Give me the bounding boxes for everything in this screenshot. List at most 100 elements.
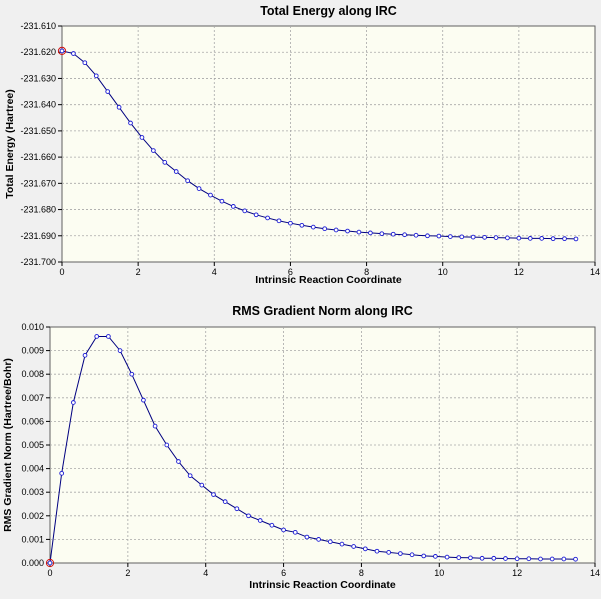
x-tick-label: 10 bbox=[438, 267, 448, 277]
data-point bbox=[196, 186, 202, 191]
y-tick-label: 0.004 bbox=[21, 464, 44, 474]
chart-title: RMS Gradient Norm along IRC bbox=[232, 304, 413, 318]
data-point bbox=[187, 473, 193, 479]
data-point bbox=[219, 198, 225, 204]
data-point bbox=[185, 178, 190, 184]
y-tick-label: 0.008 bbox=[21, 369, 44, 379]
data-point bbox=[398, 551, 403, 556]
data-point bbox=[199, 482, 205, 488]
data-point bbox=[425, 233, 430, 239]
data-point bbox=[164, 442, 170, 448]
data-point bbox=[539, 236, 545, 241]
data-point bbox=[368, 230, 373, 236]
x-tick-label: 4 bbox=[203, 568, 208, 578]
data-point bbox=[345, 228, 350, 234]
y-tick-label: 0.000 bbox=[21, 558, 44, 568]
data-point bbox=[141, 397, 146, 403]
data-point bbox=[59, 470, 65, 476]
data-point bbox=[456, 555, 462, 560]
data-point bbox=[491, 555, 497, 561]
data-point bbox=[421, 553, 427, 559]
data-point bbox=[59, 48, 65, 54]
x-tick-label: 8 bbox=[359, 568, 364, 578]
data-point bbox=[573, 556, 578, 562]
data-point bbox=[310, 224, 316, 230]
data-point bbox=[527, 236, 533, 241]
data-point bbox=[82, 60, 88, 66]
y-tick-label: -231.620 bbox=[20, 47, 56, 57]
y-tick-label: 0.002 bbox=[21, 511, 44, 521]
data-point bbox=[162, 160, 168, 165]
x-axis-label: Intrinsic Reaction Coordinate bbox=[255, 274, 402, 286]
selected-point-marker bbox=[45, 558, 55, 568]
data-point bbox=[433, 554, 438, 559]
data-point bbox=[493, 235, 499, 240]
data-point bbox=[246, 513, 251, 519]
data-point bbox=[222, 499, 228, 504]
data-point bbox=[139, 135, 145, 140]
data-point bbox=[444, 554, 450, 560]
data-point bbox=[514, 556, 520, 562]
y-tick-label: -231.610 bbox=[20, 21, 56, 31]
data-point bbox=[117, 348, 123, 353]
data-point bbox=[562, 236, 567, 242]
data-point bbox=[257, 518, 263, 523]
data-point bbox=[327, 539, 333, 545]
y-axis-label: Total Energy (Hartree) bbox=[4, 89, 16, 199]
series-line bbox=[61, 50, 576, 240]
data-point bbox=[479, 555, 485, 561]
data-point bbox=[47, 560, 53, 566]
x-tick-label: 12 bbox=[514, 267, 524, 277]
data-point bbox=[82, 352, 88, 358]
data-point bbox=[351, 544, 356, 549]
x-tick-label: 0 bbox=[47, 568, 52, 578]
y-axis-label: RMS Gradient Norm (Hartree/Bohr) bbox=[2, 358, 14, 532]
y-tick-label: 0.007 bbox=[21, 393, 44, 403]
y-tick-label: 0.006 bbox=[21, 416, 44, 426]
data-point bbox=[503, 556, 508, 561]
data-point bbox=[105, 89, 111, 94]
data-point bbox=[71, 51, 76, 56]
data-point bbox=[106, 334, 111, 339]
data-point bbox=[304, 534, 310, 540]
x-tick-label: 8 bbox=[364, 267, 369, 277]
x-tick-label: 6 bbox=[281, 568, 286, 578]
data-point bbox=[316, 537, 321, 542]
data-point bbox=[516, 235, 522, 241]
data-point bbox=[292, 529, 298, 535]
y-tick-label: -231.680 bbox=[20, 205, 56, 215]
x-tick-label: 2 bbox=[125, 568, 130, 578]
data-point bbox=[211, 492, 216, 497]
x-tick-label: 6 bbox=[288, 267, 293, 277]
data-point bbox=[356, 229, 362, 235]
y-tick-label: -231.660 bbox=[20, 152, 56, 162]
data-point bbox=[152, 423, 158, 429]
data-point bbox=[470, 234, 476, 240]
y-tick-label: -231.630 bbox=[20, 73, 56, 83]
data-point bbox=[362, 546, 368, 552]
y-tick-label: 0.001 bbox=[21, 534, 44, 544]
data-point bbox=[447, 234, 453, 239]
data-point bbox=[269, 522, 275, 528]
data-point bbox=[468, 555, 473, 561]
data-point bbox=[173, 169, 179, 174]
data-point bbox=[402, 232, 407, 238]
data-point bbox=[242, 208, 248, 214]
y-tick-label: 0.010 bbox=[21, 322, 44, 332]
data-point bbox=[374, 548, 380, 554]
chart-title: Total Energy along IRC bbox=[260, 4, 397, 18]
data-point bbox=[208, 192, 213, 198]
data-point bbox=[93, 73, 99, 79]
data-point bbox=[538, 556, 543, 562]
data-point bbox=[379, 231, 385, 237]
x-tick-label: 12 bbox=[512, 568, 522, 578]
data-point bbox=[505, 235, 510, 241]
x-tick-label: 4 bbox=[212, 267, 217, 277]
x-tick-label: 2 bbox=[136, 267, 141, 277]
data-point bbox=[413, 232, 419, 238]
data-point bbox=[561, 556, 567, 562]
y-tick-label: -231.690 bbox=[20, 231, 56, 241]
x-tick-label: 14 bbox=[590, 267, 600, 277]
y-tick-label: -231.650 bbox=[20, 126, 56, 136]
data-point bbox=[299, 222, 305, 228]
